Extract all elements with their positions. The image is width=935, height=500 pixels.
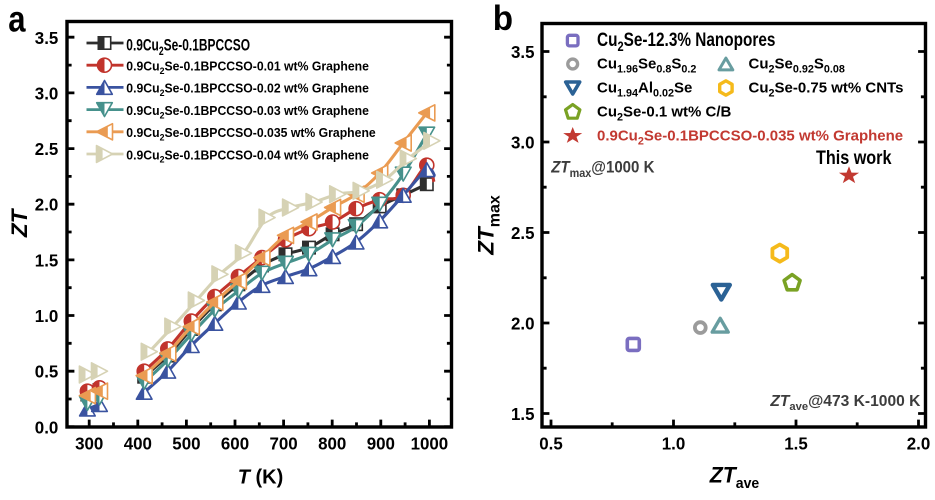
- svg-text:0.9Cu2​Se-0.1BPCCSO-0.02 wt% G: 0.9Cu2​Se-0.1BPCCSO-0.02 wt% Graphene: [126, 80, 369, 98]
- svg-text:900: 900: [367, 433, 395, 454]
- svg-text:0.9Cu2​Se-0.1BPCCSO-0.03 wt% G: 0.9Cu2​Se-0.1BPCCSO-0.03 wt% Graphene: [126, 102, 369, 120]
- svg-text:600: 600: [221, 433, 249, 454]
- svg-text:1000: 1000: [411, 433, 449, 454]
- svg-text:1.0: 1.0: [662, 433, 686, 454]
- svg-text:Cu1.96​Se0.8​S0.2​: Cu1.96​Se0.8​S0.2​: [597, 56, 696, 76]
- svg-text:ZT: ZT: [7, 207, 32, 238]
- svg-text:3.0: 3.0: [35, 83, 59, 104]
- svg-text:0.9Cu2​Se-0.1BPCCSO-0.035 wt%: 0.9Cu2​Se-0.1BPCCSO-0.035 wt% Graphene: [597, 127, 903, 147]
- svg-text:a: a: [8, 0, 26, 40]
- svg-text:2.0: 2.0: [35, 194, 59, 215]
- svg-text:1.5: 1.5: [511, 404, 535, 425]
- svg-text:b: b: [493, 0, 513, 38]
- svg-text:0.5: 0.5: [539, 433, 563, 454]
- svg-text:Cu2​Se0.92​S0.08​: Cu2​Se0.92​S0.08​: [749, 56, 845, 76]
- svg-text:0.5: 0.5: [35, 361, 59, 382]
- svg-text:Cu2​Se-12.3% Nanopores: Cu2​Se-12.3% Nanopores: [597, 28, 775, 54]
- svg-text:0.9Cu2​Se-0.1BPCCSO-0.04 wt% G: 0.9Cu2​Se-0.1BPCCSO-0.04 wt% Graphene: [126, 147, 369, 165]
- svg-text:Cu2​Se-0.1 wt% C/B: Cu2​Se-0.1 wt% C/B: [597, 104, 732, 124]
- svg-text:ZTave: ZTave: [709, 462, 760, 492]
- svg-text:3.5: 3.5: [511, 42, 535, 63]
- svg-text:400: 400: [124, 433, 152, 454]
- svg-text:T (K): T (K): [238, 466, 284, 488]
- svg-text:300: 300: [75, 433, 103, 454]
- svg-text:2.0: 2.0: [511, 313, 535, 334]
- svg-text:700: 700: [269, 433, 297, 454]
- svg-text:0.9Cu2​Se-0.1BPCCSO: 0.9Cu2​Se-0.1BPCCSO: [126, 37, 250, 58]
- svg-text:800: 800: [318, 433, 346, 454]
- svg-text:2.0: 2.0: [907, 433, 931, 454]
- svg-text:1.0: 1.0: [35, 306, 59, 327]
- svg-text:ZTmax: ZTmax: [474, 195, 504, 256]
- svg-text:0.9Cu2​Se-0.1BPCCSO-0.035 wt%: 0.9Cu2​Se-0.1BPCCSO-0.035 wt% Graphene: [126, 125, 375, 143]
- svg-text:0.9Cu2​Se-0.1BPCCSO-0.01 wt% G: 0.9Cu2​Se-0.1BPCCSO-0.01 wt% Graphene: [126, 58, 369, 76]
- svg-text:This work: This work: [816, 146, 892, 168]
- svg-text:2.5: 2.5: [511, 223, 535, 244]
- svg-text:3.5: 3.5: [35, 27, 59, 48]
- svg-text:Cu2​Se-0.75 wt% CNTs: Cu2​Se-0.75 wt% CNTs: [749, 80, 904, 100]
- svg-text:Cu1.94​Al0.02​Se: Cu1.94​Al0.02​Se: [597, 80, 692, 100]
- svg-text:1.5: 1.5: [35, 250, 59, 271]
- svg-text:0.0: 0.0: [35, 417, 59, 438]
- svg-text:ZTave@473 K-1000 K: ZTave@473 K-1000 K: [769, 393, 921, 413]
- svg-text:ZTmax@1000 K: ZTmax@1000 K: [550, 159, 655, 180]
- svg-text:1.5: 1.5: [784, 433, 808, 454]
- svg-text:500: 500: [172, 433, 200, 454]
- svg-text:2.5: 2.5: [35, 139, 59, 160]
- svg-text:3.0: 3.0: [511, 132, 535, 153]
